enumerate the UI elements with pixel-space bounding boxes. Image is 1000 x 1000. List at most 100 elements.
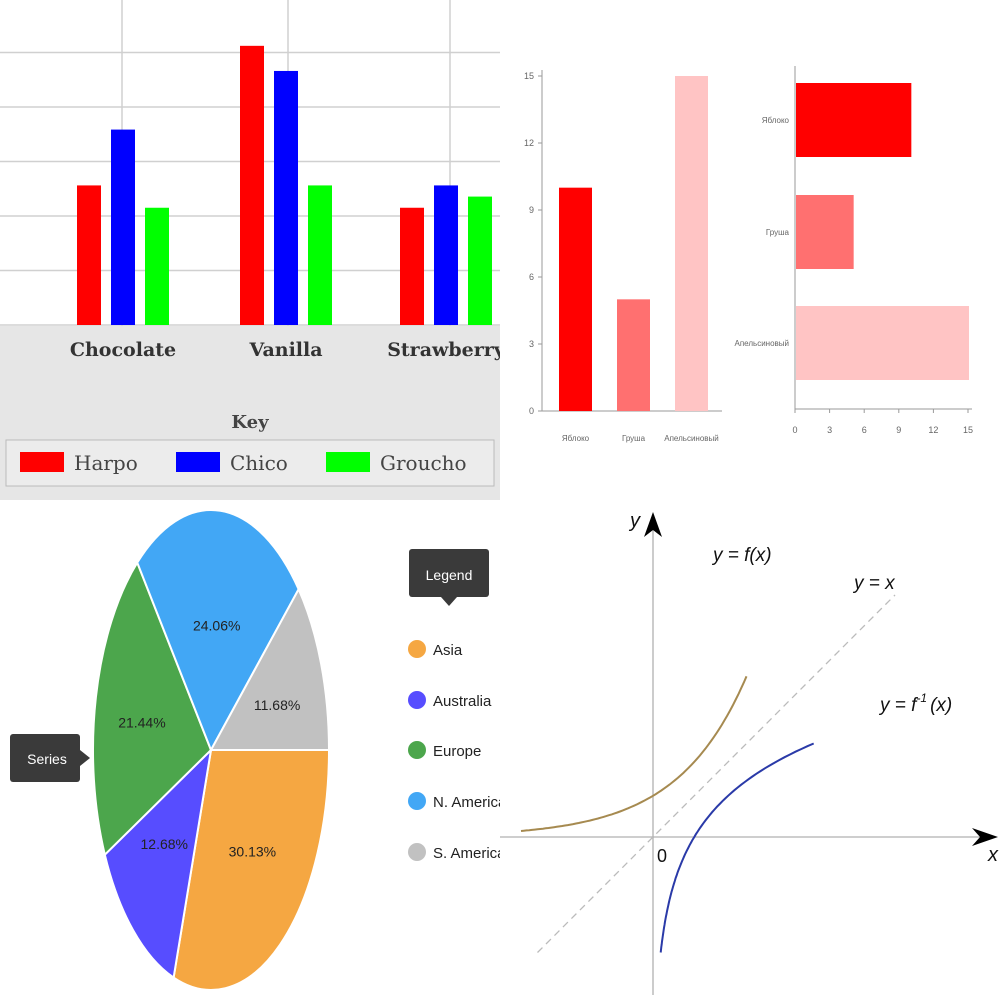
x-tick-label: Яблоко (562, 434, 590, 443)
curve-f (520, 675, 748, 832)
pie-slice-label: 11.68% (254, 697, 300, 713)
y-tick-label: 3 (529, 339, 534, 349)
pie-slices (92, 509, 331, 991)
legend-label-harpo: Harpo (74, 451, 138, 475)
curve-label-identity: y = x (852, 573, 896, 594)
x-tick-label: 12 (928, 425, 938, 435)
category-label: Chocolate (70, 339, 176, 361)
y-tick-label: 9 (529, 205, 534, 215)
bar-groucho-strawberry (468, 196, 492, 325)
pie-slice-label: 24.06% (193, 618, 240, 634)
bar-3 (675, 76, 708, 411)
grouped-bar-chart-panel: Chocolate Vanilla Strawberry Key Harpo Chic… (0, 0, 500, 500)
bar-harpo-strawberry (400, 207, 424, 325)
legend-marker-n-america (408, 792, 426, 810)
origin-label: 0 (657, 846, 667, 866)
x-tick-label: 6 (862, 425, 867, 435)
legend-label: S. America (433, 845, 500, 862)
legend-swatch-harpo (20, 452, 64, 472)
bar-2 (617, 299, 650, 411)
legend-header-box (409, 549, 489, 597)
pie-slice-s-america (209, 586, 331, 751)
y-tick-label: 0 (529, 406, 534, 416)
bar-harpo-chocolate (77, 185, 101, 325)
bar-chico-chocolate (111, 129, 135, 325)
bar-chico-vanilla (274, 70, 298, 325)
x-axis-arrow (972, 828, 998, 846)
y-axis-label: y (628, 510, 641, 532)
pie-slice-n-america (136, 509, 300, 753)
legend-marker-europe (408, 741, 426, 759)
legend-label-groucho: Groucho (380, 451, 467, 475)
bar-chico-strawberry (434, 185, 458, 325)
x-axis-label: x (987, 844, 999, 866)
y-axis-arrow (644, 512, 662, 537)
category-label: Vanilla (248, 339, 322, 361)
legend-swatch-groucho (326, 452, 370, 472)
legend-label-chico: Chico (230, 451, 288, 475)
inverse-function-plot: x y 0 y = f(x) y = x y = f-1 (x) (500, 510, 999, 995)
legend-label: N. America (433, 794, 500, 811)
legend-label: Australia (433, 693, 492, 710)
pie-slice-label: 21.44% (118, 715, 165, 731)
pie-slice-europe (92, 560, 213, 857)
hbar-2 (796, 195, 854, 269)
legend-marker-australia (408, 691, 426, 709)
vertical-bar-chart: 0 3 6 9 12 15 Яблоко Груша Апельсиновый (524, 70, 722, 443)
x-tick-label: 9 (896, 425, 901, 435)
legend-header-label: Legend (426, 567, 473, 583)
curve-identity (537, 594, 896, 953)
legend-title: Key (231, 412, 269, 433)
series-tooltip-label: Series (27, 751, 67, 767)
y-tick-label: 15 (524, 71, 534, 81)
series-tooltip-pointer (80, 750, 90, 766)
bar-charts: 0 3 6 9 12 15 Яблоко Груша Апельсиновый 0 3 6 9 12 15… (524, 66, 973, 443)
legend-marker-s-america (408, 843, 426, 861)
legend-label: Europe (433, 743, 481, 760)
legend-swatch-chico (176, 452, 220, 472)
curve-inverse (659, 742, 815, 953)
pie-slice-australia (103, 747, 213, 980)
curve-label-inverse: y = f-1 (x) (878, 691, 952, 716)
y-tick-label: 12 (524, 138, 534, 148)
curve-label-inverse-tail: (x) (930, 695, 952, 716)
bars (77, 45, 492, 325)
legend-entries: Harpo Chico Groucho (20, 451, 467, 475)
bar-harpo-vanilla (240, 45, 264, 325)
series-tooltip-box (10, 734, 80, 782)
legend-header: Legend (409, 549, 489, 606)
legend-header-pointer (441, 597, 457, 606)
y-tick-label: Груша (766, 228, 790, 237)
curve-label-f: y = f(x) (711, 545, 772, 566)
pie-legend: Asia Australia Europe N. America S. America (408, 640, 500, 862)
legend-label: Asia (433, 642, 463, 659)
horizontal-bar-chart: 0 3 6 9 12 15 Яблоко Груша Апельсиновый (735, 66, 973, 435)
x-tick-label: 15 (963, 425, 973, 435)
pie-slice-label: 12.68% (141, 836, 188, 852)
x-tick-label: Груша (622, 434, 646, 443)
series-tooltip: Series (10, 734, 90, 782)
hbar-3 (796, 306, 969, 380)
category-labels: Chocolate Vanilla Strawberry (70, 339, 500, 361)
legend-marker-asia (408, 640, 426, 658)
pie-slice-label: 30.13% (229, 843, 276, 859)
x-tick-label: 0 (792, 425, 797, 435)
grouped-bar-chart: Chocolate Vanilla Strawberry Key Harpo Chic… (0, 0, 500, 500)
y-tick-label: 6 (529, 272, 534, 282)
function-curves (520, 594, 896, 953)
y-tick-label: Апельсиновый (735, 339, 790, 348)
x-tick-label: 3 (827, 425, 832, 435)
pie-chart: 30.13% 12.68% 21.44% 24.06% 11.68% Series Le… (10, 509, 500, 991)
inverse-function-panel: x y 0 y = f(x) y = x y = f-1 (x) (500, 500, 1000, 1000)
bar-charts-panel: 0 3 6 9 12 15 Яблоко Груша Апельсиновый 0 3 6 9 12 15… (500, 0, 1000, 500)
bar-1 (559, 187, 592, 411)
x-tick-label: Апельсиновый (664, 434, 719, 443)
pie-slice-asia (172, 749, 331, 991)
curve-label-inverse-sup: -1 (916, 691, 927, 705)
hbar-1 (796, 83, 912, 157)
y-tick-label: Яблоко (762, 116, 790, 125)
pie-slice-labels: 30.13% 12.68% 21.44% 24.06% 11.68% (118, 618, 300, 860)
legend-box (5, 439, 495, 487)
bar-groucho-chocolate (145, 207, 169, 325)
category-label: Strawberry (387, 339, 500, 361)
